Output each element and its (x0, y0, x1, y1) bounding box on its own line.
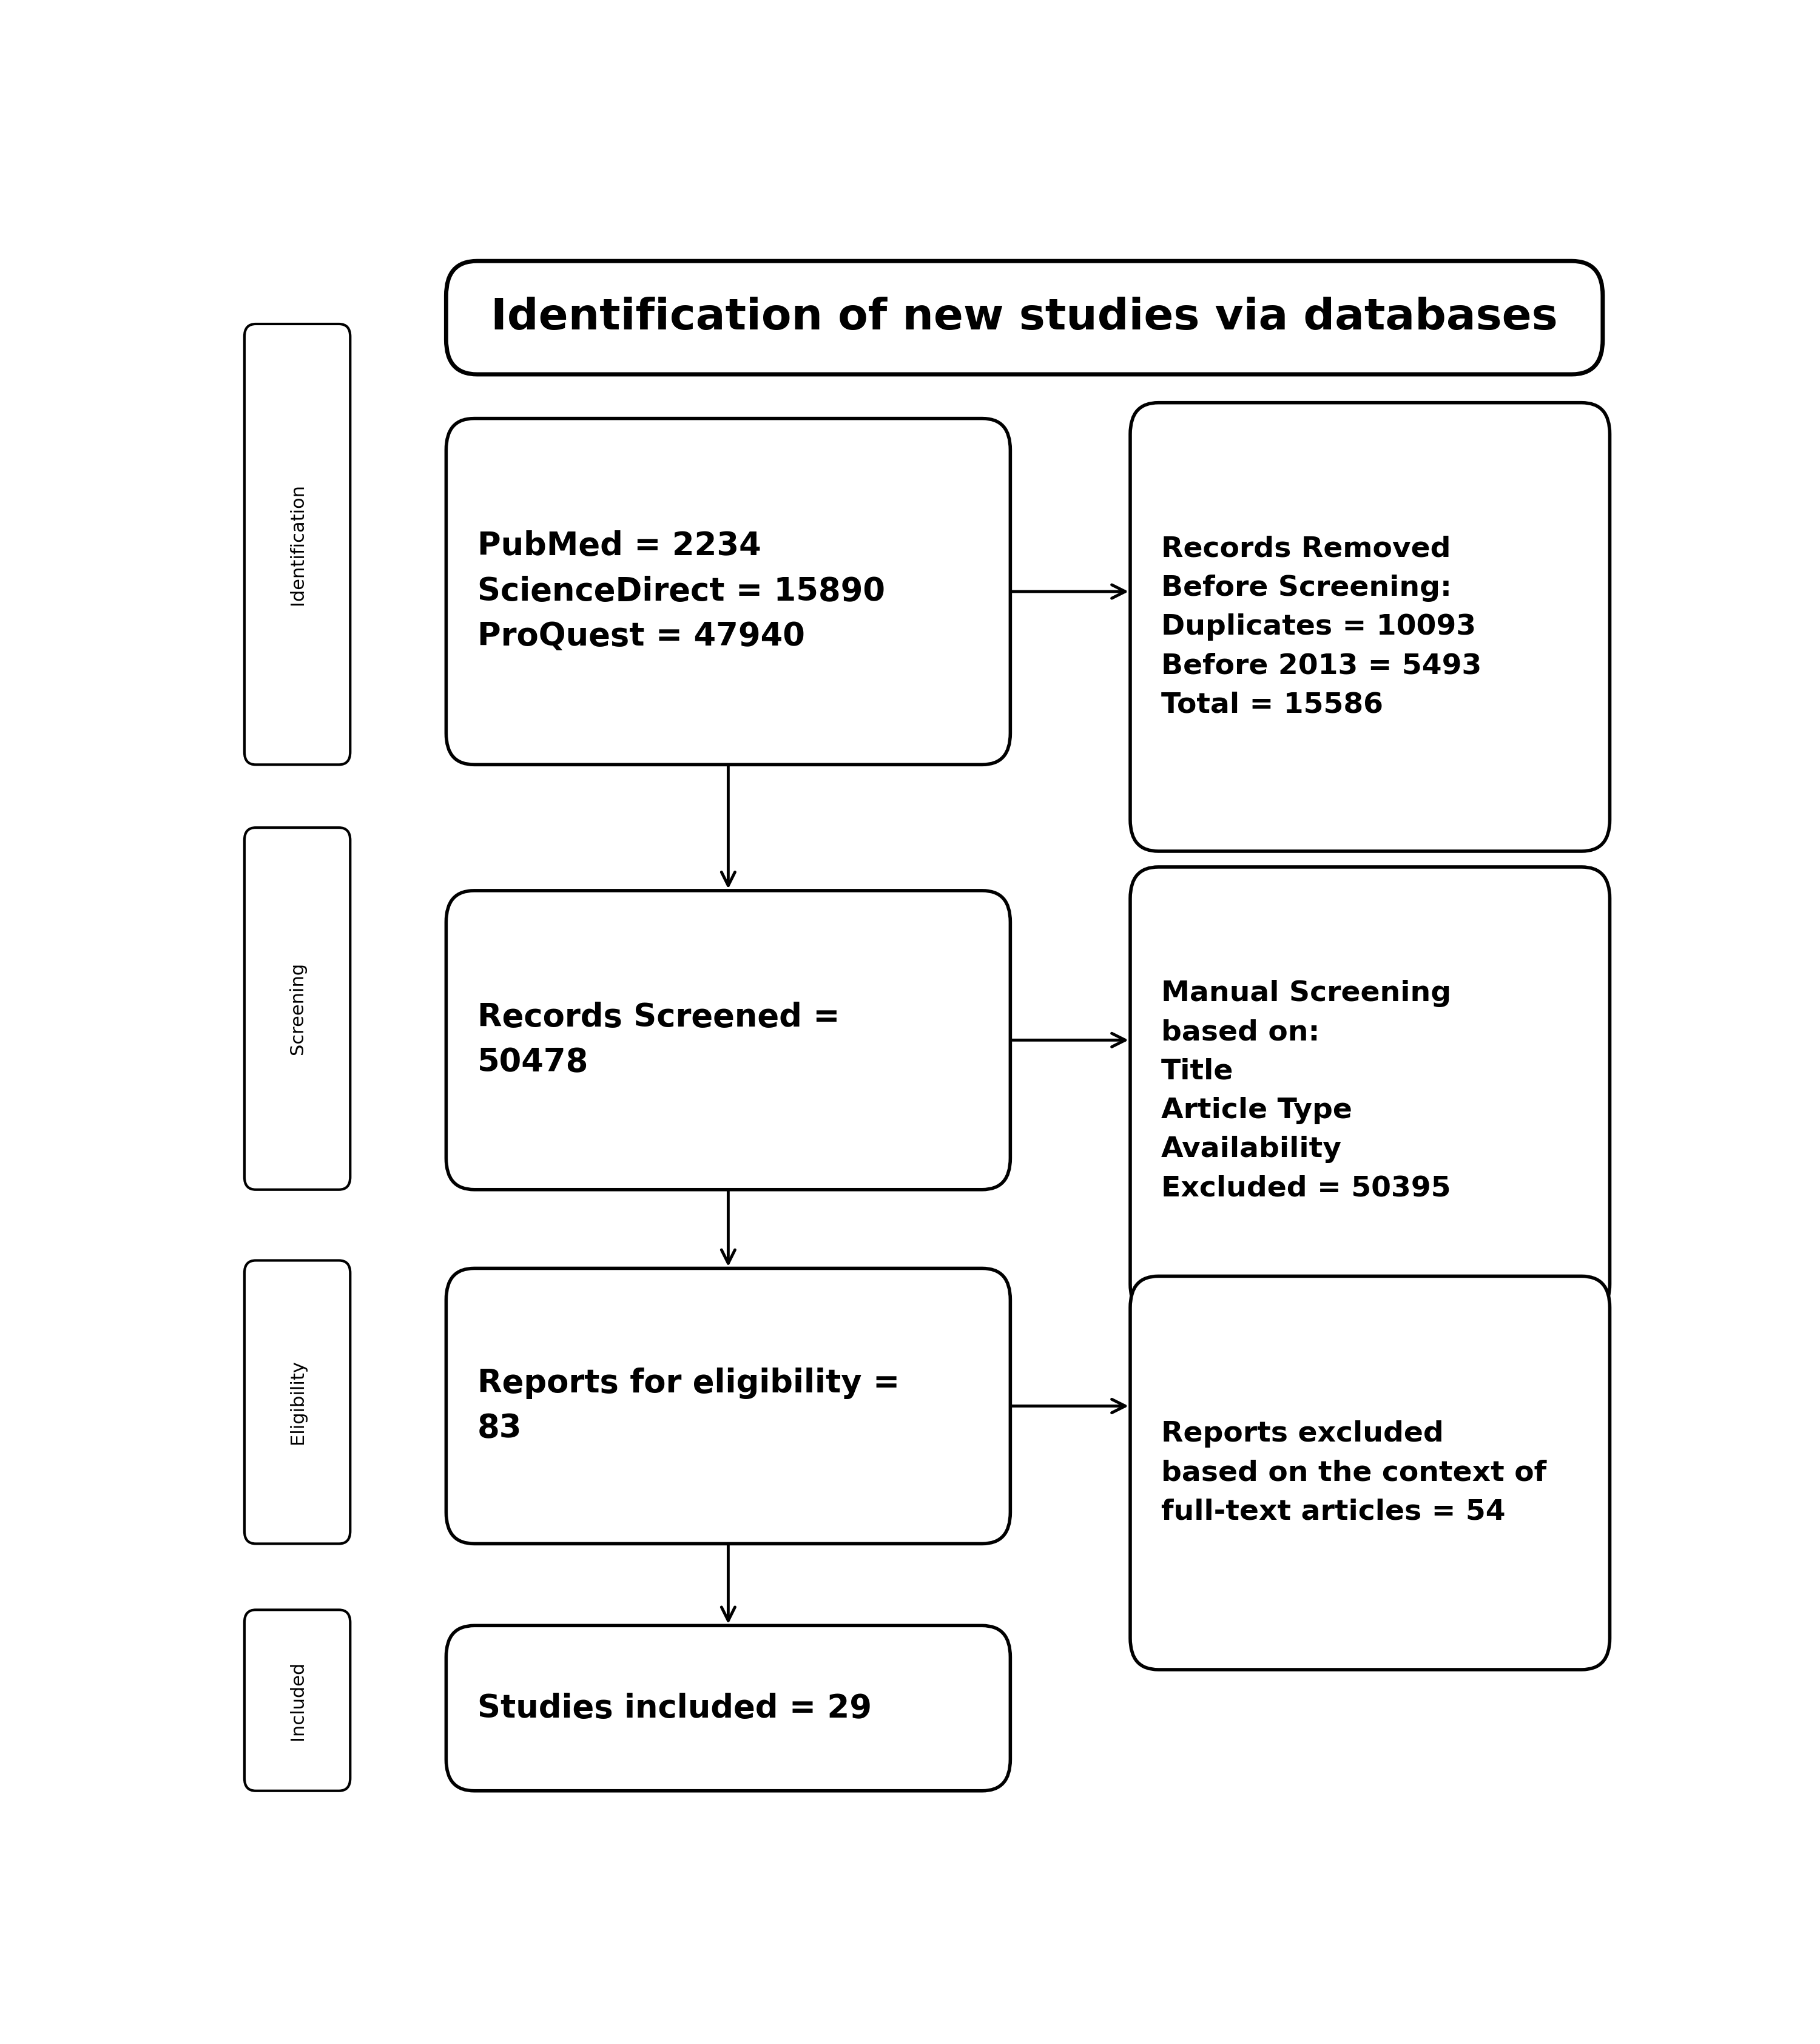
FancyBboxPatch shape (446, 1625, 1010, 1791)
FancyBboxPatch shape (244, 828, 349, 1190)
FancyBboxPatch shape (1130, 867, 1609, 1316)
Text: Identification: Identification (289, 484, 306, 605)
FancyBboxPatch shape (1130, 1275, 1609, 1670)
FancyBboxPatch shape (446, 262, 1603, 374)
FancyBboxPatch shape (244, 323, 349, 764)
Text: Included: Included (289, 1662, 306, 1739)
FancyBboxPatch shape (244, 1261, 349, 1543)
Text: Identification of new studies via databases: Identification of new studies via databa… (491, 296, 1558, 339)
FancyBboxPatch shape (446, 891, 1010, 1190)
Text: Eligibility: Eligibility (289, 1359, 306, 1445)
FancyBboxPatch shape (1130, 403, 1609, 850)
Text: PubMed = 2234
ScienceDirect = 15890
ProQuest = 47940: PubMed = 2234 ScienceDirect = 15890 ProQ… (477, 531, 885, 652)
FancyBboxPatch shape (446, 419, 1010, 764)
Text: Reports for eligibility =
83: Reports for eligibility = 83 (477, 1367, 899, 1445)
Text: Records Screened =
50478: Records Screened = 50478 (477, 1002, 839, 1079)
Text: Records Removed
Before Screening:
Duplicates = 10093
Before 2013 = 5493
Total = : Records Removed Before Screening: Duplic… (1161, 536, 1481, 719)
Text: Manual Screening
based on:
Title
Article Type
Availability
Excluded = 50395: Manual Screening based on: Title Article… (1161, 981, 1451, 1202)
Text: Screening: Screening (289, 963, 306, 1055)
Text: Reports excluded
based on the context of
full-text articles = 54: Reports excluded based on the context of… (1161, 1421, 1547, 1525)
FancyBboxPatch shape (446, 1267, 1010, 1543)
Text: Studies included = 29: Studies included = 29 (477, 1692, 872, 1723)
FancyBboxPatch shape (244, 1611, 349, 1791)
